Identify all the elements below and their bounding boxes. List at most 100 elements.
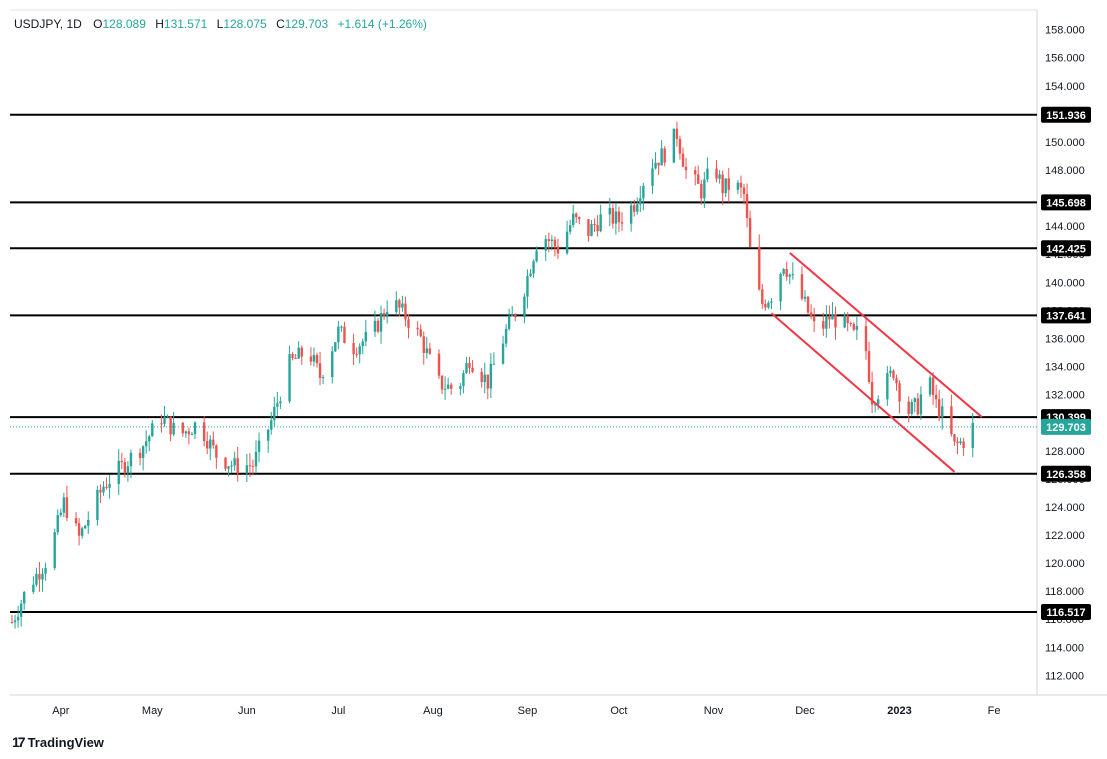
candle-down [956, 441, 959, 444]
level-price-badge-label: 126.358 [1046, 469, 1086, 481]
close-value: 129.703 [284, 17, 329, 31]
candle-down [870, 381, 874, 405]
candle-down [867, 351, 871, 382]
candle-down [74, 517, 78, 524]
candle-up [13, 620, 17, 623]
candle-up [184, 431, 188, 434]
candle-up [919, 394, 923, 415]
candle-down [578, 217, 581, 220]
candle-up [855, 326, 859, 330]
candle-up [544, 239, 547, 251]
symbol-label[interactable]: USDJPY, 1D [14, 17, 82, 31]
time-axis[interactable]: Apr May Jun Jul Aug Sep Oct Nov Dec 2023 Fe [52, 705, 1000, 717]
candle-down [77, 523, 81, 536]
candle-up [886, 373, 889, 400]
candle-down [422, 336, 425, 353]
candle-up [44, 567, 47, 574]
chart-area[interactable]: 112.000 114.000 116.000 118.000 120.000 122.0… [0, 0, 1107, 730]
candle-up [273, 406, 276, 421]
candle-up [145, 441, 148, 447]
candle-down [739, 182, 743, 188]
candle-up [141, 446, 145, 458]
channel-lower-line [770, 312, 956, 473]
candle-down [251, 465, 255, 467]
change-value: +1.614 (+1.26%) [337, 17, 427, 31]
candle-down [556, 246, 560, 254]
high-label: H [155, 17, 164, 31]
candle-up [928, 377, 932, 395]
candle-down [800, 274, 804, 299]
candle-up [129, 452, 133, 467]
candle-up [910, 401, 913, 414]
candle-up [629, 205, 633, 224]
candle-up [462, 372, 465, 387]
candle-down [224, 457, 227, 469]
tradingview-logo-icon: 17 [12, 734, 26, 750]
tradingview-logo-text: TradingView [27, 734, 104, 750]
candle-down [715, 168, 718, 179]
level-price-badge [1041, 465, 1091, 482]
level-price-badge-label: 142.425 [1046, 243, 1086, 255]
price-axis[interactable]: 112.000114.000116.000118.000120.000122.0… [1041, 25, 1091, 683]
candle-up [23, 591, 26, 604]
candle-down [697, 174, 700, 184]
candle-down [849, 323, 852, 325]
level-price-badge [1041, 307, 1091, 324]
candle-down [309, 356, 313, 362]
candle-up [59, 512, 62, 516]
price-tick-label: 140.000 [1045, 277, 1085, 289]
candle-up [126, 466, 130, 474]
candle-down [376, 320, 380, 332]
candle-down [440, 375, 444, 390]
candle-up [529, 273, 532, 277]
level-price-badge [1041, 194, 1091, 211]
time-tick-label: Nov [704, 705, 724, 717]
price-chart[interactable]: 112.000114.000116.000118.000120.000122.0… [0, 0, 1107, 730]
candle-down [382, 313, 386, 316]
candle-up [803, 296, 807, 299]
candle-up [501, 343, 505, 364]
candle-down [138, 452, 142, 458]
candle-up [233, 458, 236, 466]
candle-up [642, 185, 645, 199]
candle-down [596, 225, 599, 232]
candle-down [745, 194, 749, 218]
candle-down [758, 246, 761, 290]
tradingview-logo[interactable]: 17 TradingView [12, 734, 104, 750]
time-tick-label: Jul [331, 705, 345, 717]
candle-down [343, 326, 346, 344]
candle-down [617, 211, 621, 223]
price-tick-label: 148.000 [1045, 165, 1085, 177]
candle-up [459, 386, 462, 389]
candle-up [636, 204, 639, 212]
candle-down [248, 465, 252, 467]
candle-up [959, 441, 962, 444]
candle-down [407, 319, 410, 328]
channel-upper-line [789, 252, 983, 418]
candle-up [270, 420, 273, 430]
candle-up [614, 211, 618, 224]
candle-down [721, 174, 724, 194]
price-tick-label: 154.000 [1045, 81, 1085, 93]
price-tick-label: 124.000 [1045, 502, 1085, 514]
price-tick-label: 136.000 [1045, 333, 1085, 345]
time-tick-label: 2023 [887, 705, 911, 717]
candle-up [672, 128, 676, 163]
candle-down [160, 423, 163, 425]
candle-down [315, 355, 319, 364]
candle-up [56, 515, 59, 533]
candle-down [212, 439, 215, 446]
price-tick-label: 118.000 [1045, 586, 1084, 598]
candle-up [843, 315, 846, 328]
candle-up [724, 178, 727, 194]
candle-down [953, 434, 956, 442]
candle-up [572, 213, 575, 226]
candle-down [437, 353, 441, 376]
price-tick-label: 120.000 [1045, 558, 1085, 570]
candle-up [651, 168, 654, 186]
candle-down [352, 343, 355, 355]
time-tick-label: Jun [238, 705, 256, 717]
candle-down [514, 314, 517, 318]
candle-down [898, 383, 901, 402]
grid [10, 9, 1107, 696]
